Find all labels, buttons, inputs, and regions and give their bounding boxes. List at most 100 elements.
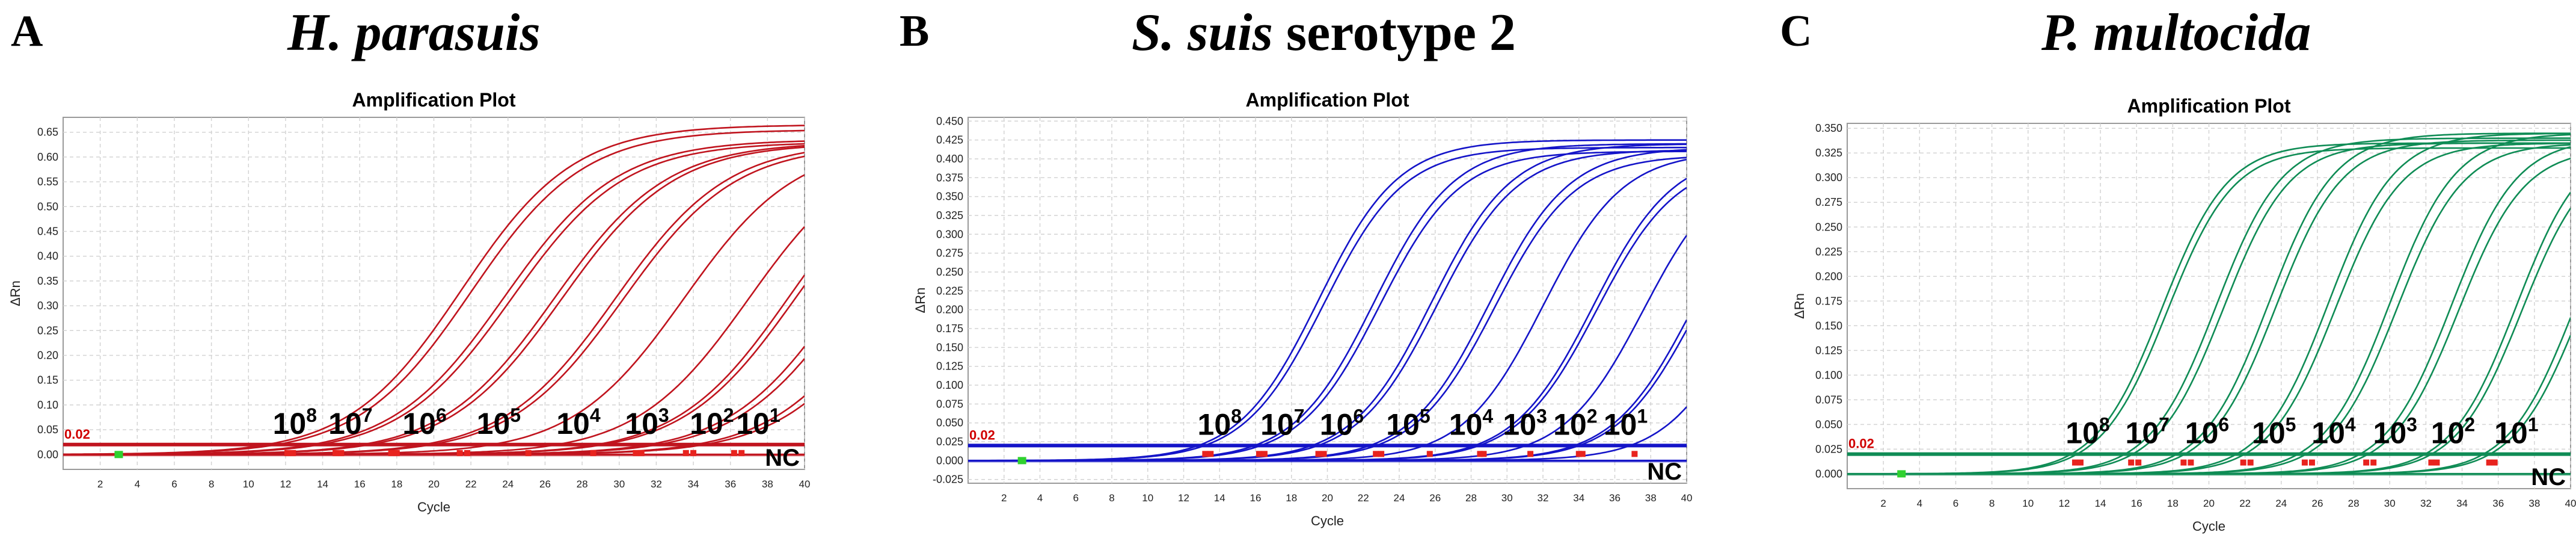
organism-title: P. multocida: [2041, 2, 2311, 63]
y-axis-label: ΔRn: [8, 280, 23, 306]
ct-marker: [2491, 459, 2498, 466]
x-tick-label: 6: [1073, 492, 1079, 504]
ct-marker: [2370, 459, 2377, 466]
x-tick-label: 26: [1429, 492, 1441, 504]
dilution-label: 105: [2252, 414, 2296, 450]
x-tick-label: 34: [1573, 492, 1584, 504]
baseline-start-marker: [114, 451, 123, 459]
dilution-label: 105: [477, 404, 521, 441]
x-tick-label: 30: [1501, 492, 1513, 504]
dilution-label: 108: [1198, 405, 1242, 441]
threshold-label: 0.02: [1848, 436, 1874, 451]
ct-marker: [1256, 451, 1262, 457]
y-tick-label: 0.35: [37, 275, 58, 287]
ct-marker: [1378, 451, 1385, 457]
ct-marker: [1477, 451, 1483, 457]
x-axis-label: Cycle: [2192, 519, 2225, 534]
x-tick-label: 2: [1880, 498, 1886, 509]
y-tick-label: 0.05: [37, 424, 58, 436]
panel-letter: A: [11, 7, 43, 56]
y-tick-label: 0.025: [936, 436, 963, 448]
y-tick-label: 0.225: [936, 285, 963, 297]
dilution-label: 101: [736, 404, 780, 441]
x-tick-label: 12: [280, 478, 291, 490]
y-tick-label: 0.150: [1815, 320, 1842, 332]
y-tick-label: 0.10: [37, 399, 58, 411]
ct-marker: [284, 450, 290, 456]
ct-marker: [1373, 451, 1379, 457]
x-tick-label: 26: [539, 478, 551, 490]
y-tick-label: 0.225: [1815, 246, 1842, 258]
x-tick-label: 34: [688, 478, 699, 490]
threshold-label: 0.02: [969, 427, 995, 442]
x-tick-label: 32: [651, 478, 662, 490]
dilution-label: 106: [402, 404, 446, 441]
x-tick-label: 36: [1609, 492, 1621, 504]
y-tick-label: 0.275: [936, 247, 963, 259]
dilution-label: 108: [273, 404, 317, 441]
ct-marker: [2077, 459, 2084, 466]
ct-marker: [2128, 459, 2135, 466]
x-tick-label: 30: [613, 478, 625, 490]
ct-marker: [1426, 451, 1433, 457]
dilution-label: 101: [2494, 414, 2538, 450]
dilution-label: 108: [2065, 414, 2109, 450]
x-tick-label: 28: [577, 478, 588, 490]
y-tick-label: 0.40: [37, 250, 58, 262]
y-tick-label: 0.450: [936, 115, 963, 127]
y-tick-label: 0.200: [1815, 270, 1842, 282]
y-tick-label: 0.30: [37, 300, 58, 312]
x-tick-label: 22: [1358, 492, 1369, 504]
y-tick-label: 0.175: [1815, 295, 1842, 307]
ct-marker: [590, 450, 596, 456]
x-tick-label: 6: [171, 478, 177, 490]
x-tick-label: 16: [354, 478, 366, 490]
ct-marker: [1320, 451, 1327, 457]
ct-marker: [1207, 451, 1214, 457]
ct-marker: [1480, 451, 1487, 457]
x-tick-label: 20: [2203, 498, 2215, 509]
y-tick-label: 0.15: [37, 374, 58, 386]
y-tick-label: 0.000: [1815, 468, 1842, 480]
y-tick-label: 0.325: [936, 209, 963, 221]
ct-marker: [525, 450, 532, 456]
dilution-label: 107: [2126, 414, 2170, 450]
ct-marker: [2308, 459, 2315, 466]
x-tick-label: 20: [1322, 492, 1333, 504]
x-tick-label: 14: [317, 478, 328, 490]
dilution-label: 104: [1449, 405, 1494, 441]
y-tick-label: 0.25: [37, 324, 58, 336]
ct-marker: [1527, 451, 1534, 457]
ct-marker: [393, 450, 400, 456]
x-tick-label: 32: [1538, 492, 1549, 504]
ct-marker: [1202, 451, 1209, 457]
ct-marker: [1575, 451, 1582, 457]
y-tick-label: 0.175: [936, 323, 963, 335]
ct-marker: [2428, 459, 2435, 466]
x-tick-label: 34: [2456, 498, 2468, 509]
amplification-curve: [968, 406, 1687, 462]
dilution-label: 104: [2311, 414, 2356, 450]
ct-marker: [2301, 459, 2308, 466]
curves-group: [1847, 132, 2571, 476]
x-tick-label: 10: [2022, 498, 2034, 509]
panel-letter: C: [1780, 7, 1812, 56]
y-tick-label: 0.300: [936, 228, 963, 240]
y-tick-label: 0.025: [1815, 443, 1842, 455]
x-tick-label: 10: [243, 478, 254, 490]
amplification-curve: [63, 129, 805, 456]
y-tick-label: 0.150: [936, 341, 963, 353]
x-tick-label: 20: [428, 478, 440, 490]
x-tick-label: 2: [97, 478, 103, 490]
dilution-label: 103: [625, 404, 669, 441]
x-tick-label: 4: [135, 478, 140, 490]
ct-marker: [2072, 459, 2078, 466]
y-tick-label: 0.100: [1815, 369, 1842, 381]
y-tick-label: 0.60: [37, 151, 58, 163]
ct-marker: [633, 450, 639, 456]
x-tick-label: 16: [1250, 492, 1262, 504]
x-axis-label: Cycle: [1311, 513, 1344, 528]
x-tick-label: 32: [2420, 498, 2432, 509]
y-tick-label: 0.375: [936, 172, 963, 184]
y-tick-label: 0.000: [936, 454, 963, 466]
